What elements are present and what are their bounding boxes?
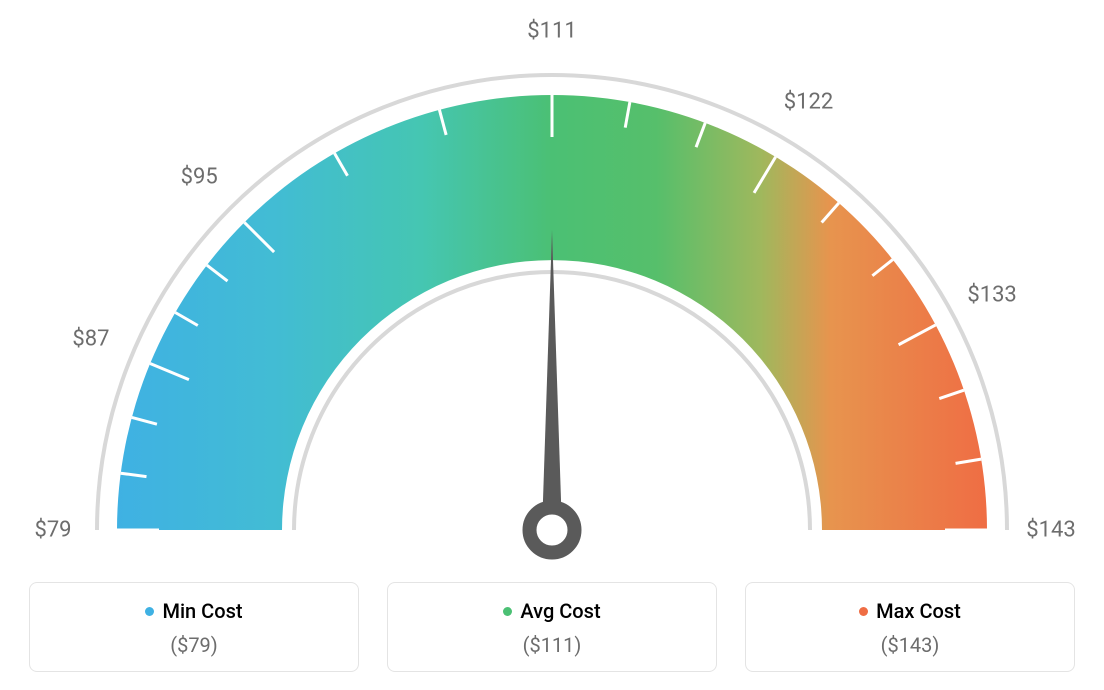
gauge-tick-label: $122	[784, 89, 833, 114]
gauge-tick-label: $87	[72, 327, 109, 352]
gauge-svg	[0, 0, 1104, 560]
legend-value-max: ($143)	[756, 633, 1064, 657]
gauge-tick-label: $95	[181, 165, 218, 190]
legend-title-max: Max Cost	[859, 599, 961, 623]
legend-dot-avg	[503, 607, 512, 616]
legend-row: Min Cost ($79) Avg Cost ($111) Max Cost …	[0, 582, 1104, 672]
legend-label-max: Max Cost	[876, 599, 961, 623]
legend-card-max: Max Cost ($143)	[745, 582, 1075, 672]
gauge-tick-label: $111	[527, 19, 576, 44]
legend-value-avg: ($111)	[398, 633, 706, 657]
cost-gauge: $79 $87 $95 $111 $122 $133 $143	[0, 0, 1104, 560]
legend-dot-max	[859, 607, 868, 616]
legend-value-min: ($79)	[40, 633, 348, 657]
legend-card-min: Min Cost ($79)	[29, 582, 359, 672]
gauge-tick-label: $79	[34, 518, 71, 543]
legend-label-min: Min Cost	[162, 599, 242, 623]
legend-title-min: Min Cost	[145, 599, 242, 623]
legend-title-avg: Avg Cost	[503, 599, 600, 623]
gauge-tick-label: $143	[1026, 518, 1075, 543]
legend-card-avg: Avg Cost ($111)	[387, 582, 717, 672]
gauge-tick-label: $133	[967, 282, 1016, 307]
legend-dot-min	[145, 607, 154, 616]
legend-label-avg: Avg Cost	[520, 599, 600, 623]
